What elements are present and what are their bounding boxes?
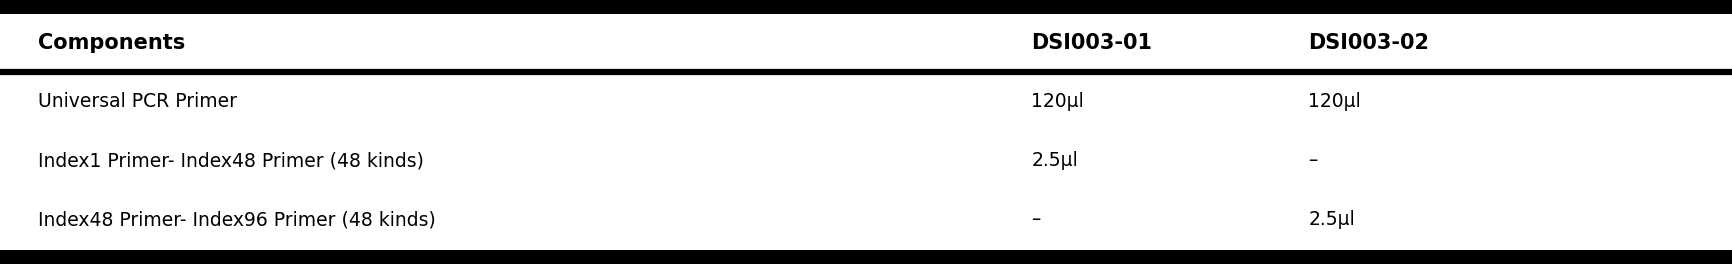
Text: –: –: [1308, 151, 1316, 170]
Text: Components: Components: [38, 33, 185, 53]
Bar: [0, 0, 1732, 15]
Text: Index48 Primer- Index96 Primer (48 kinds): Index48 Primer- Index96 Primer (48 kinds…: [38, 210, 436, 229]
Text: –: –: [1031, 210, 1039, 229]
Text: Index1 Primer- Index48 Primer (48 kinds): Index1 Primer- Index48 Primer (48 kinds): [38, 151, 424, 170]
Text: 2.5μl: 2.5μl: [1031, 151, 1077, 170]
Text: 2.5μl: 2.5μl: [1308, 210, 1354, 229]
Text: 120μl: 120μl: [1308, 92, 1360, 111]
Bar: [0, 249, 1732, 264]
Text: 120μl: 120μl: [1031, 92, 1082, 111]
Text: Universal PCR Primer: Universal PCR Primer: [38, 92, 237, 111]
Text: DSI003-02: DSI003-02: [1308, 33, 1429, 53]
Text: DSI003-01: DSI003-01: [1031, 33, 1152, 53]
